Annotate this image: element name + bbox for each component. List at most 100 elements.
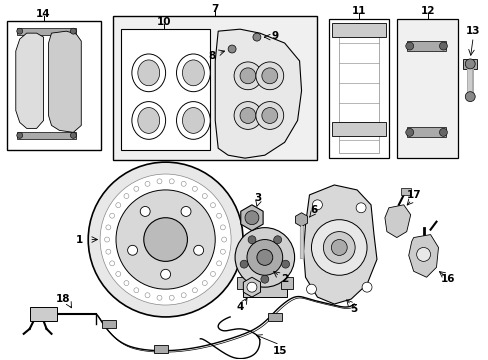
Text: 17: 17	[406, 190, 420, 200]
Circle shape	[240, 108, 255, 123]
Bar	[396, 19, 457, 158]
Polygon shape	[295, 213, 307, 227]
Bar	[113, 16, 317, 160]
Text: 14: 14	[36, 9, 51, 19]
Polygon shape	[408, 235, 438, 277]
Circle shape	[193, 245, 203, 255]
Bar	[30, 307, 57, 321]
Circle shape	[140, 207, 150, 216]
Circle shape	[181, 181, 186, 186]
Circle shape	[255, 102, 283, 129]
Text: 4: 4	[236, 302, 243, 312]
Circle shape	[145, 181, 150, 186]
Bar	[406, 41, 446, 51]
Circle shape	[116, 271, 121, 276]
Circle shape	[88, 162, 243, 317]
Bar	[17, 28, 76, 35]
Bar	[406, 127, 446, 137]
Circle shape	[234, 102, 262, 129]
Bar	[153, 345, 167, 353]
Circle shape	[405, 42, 413, 50]
Circle shape	[123, 280, 129, 285]
Circle shape	[255, 62, 283, 90]
Text: 6: 6	[310, 205, 317, 215]
Circle shape	[240, 68, 255, 84]
Circle shape	[216, 213, 221, 218]
Circle shape	[116, 203, 121, 208]
Circle shape	[244, 211, 258, 225]
Bar	[332, 23, 385, 37]
Bar	[17, 132, 76, 139]
Text: 8: 8	[208, 51, 215, 61]
Circle shape	[169, 179, 174, 184]
Bar	[339, 26, 378, 153]
Ellipse shape	[138, 108, 160, 133]
Bar	[237, 277, 248, 289]
Circle shape	[105, 249, 111, 254]
Circle shape	[331, 239, 346, 255]
Circle shape	[220, 249, 225, 254]
Ellipse shape	[132, 102, 165, 139]
Ellipse shape	[138, 60, 160, 86]
Text: 9: 9	[271, 31, 278, 41]
Circle shape	[70, 28, 76, 34]
Polygon shape	[240, 205, 263, 231]
Bar	[267, 313, 281, 321]
Polygon shape	[243, 277, 260, 297]
Bar	[400, 188, 410, 195]
Circle shape	[416, 247, 429, 261]
Text: 7: 7	[211, 4, 219, 14]
Bar	[462, 59, 476, 69]
Circle shape	[100, 174, 231, 305]
Circle shape	[161, 269, 170, 279]
Ellipse shape	[182, 108, 204, 133]
Text: 12: 12	[420, 6, 434, 16]
Text: 2: 2	[281, 274, 288, 284]
Bar	[328, 19, 388, 158]
Circle shape	[202, 194, 207, 198]
Circle shape	[116, 190, 215, 289]
Circle shape	[306, 284, 316, 294]
Circle shape	[109, 261, 114, 266]
Text: 1: 1	[76, 234, 83, 244]
Circle shape	[355, 203, 366, 213]
Circle shape	[181, 207, 191, 216]
Circle shape	[157, 179, 162, 184]
Ellipse shape	[182, 60, 204, 86]
Bar	[102, 320, 116, 328]
Circle shape	[464, 59, 474, 69]
Circle shape	[273, 236, 281, 244]
Bar	[121, 29, 210, 150]
Polygon shape	[48, 31, 81, 132]
Circle shape	[181, 293, 186, 298]
Circle shape	[405, 129, 413, 136]
Circle shape	[247, 236, 255, 244]
Circle shape	[157, 295, 162, 300]
Circle shape	[256, 249, 272, 265]
Circle shape	[192, 186, 197, 191]
Circle shape	[17, 132, 22, 138]
Circle shape	[240, 260, 247, 268]
Text: 15: 15	[272, 346, 286, 356]
Polygon shape	[303, 185, 376, 304]
Circle shape	[220, 225, 225, 230]
Text: 18: 18	[56, 294, 70, 304]
Circle shape	[216, 261, 221, 266]
Circle shape	[439, 129, 447, 136]
Circle shape	[252, 33, 260, 41]
Circle shape	[105, 225, 111, 230]
Circle shape	[228, 45, 236, 53]
Circle shape	[262, 108, 277, 123]
Text: 16: 16	[440, 274, 455, 284]
Text: 13: 13	[465, 26, 480, 36]
Circle shape	[70, 132, 76, 138]
Text: 10: 10	[156, 17, 170, 27]
Polygon shape	[384, 205, 410, 238]
Text: 11: 11	[351, 6, 366, 16]
Text: 3: 3	[254, 193, 261, 203]
Circle shape	[145, 293, 150, 298]
Circle shape	[234, 62, 262, 90]
Bar	[243, 267, 286, 297]
Circle shape	[439, 42, 447, 50]
Circle shape	[202, 280, 207, 285]
